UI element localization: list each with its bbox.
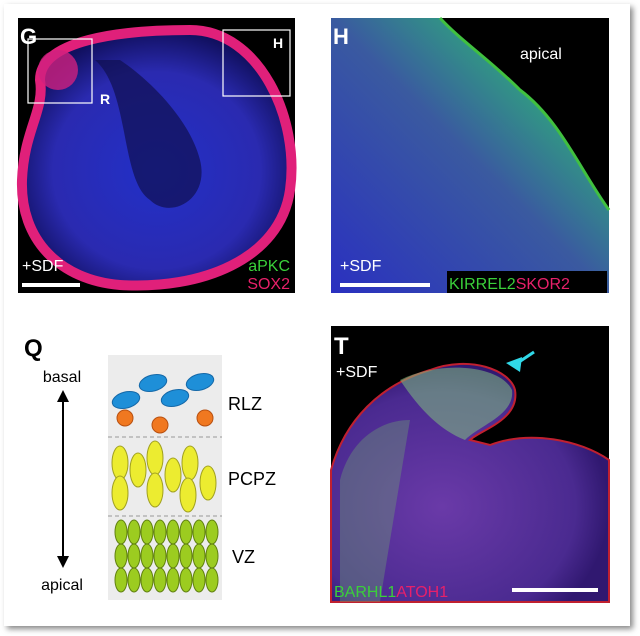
vz-cell — [166, 543, 180, 569]
stain-label: BARHL1ATOH1 — [334, 584, 448, 601]
condition-label: +SDF — [22, 258, 64, 275]
tissue — [330, 362, 610, 603]
vz-cell — [179, 567, 193, 593]
vz-cell — [127, 519, 141, 545]
rl-cells — [400, 367, 513, 440]
vz-cell — [114, 519, 128, 545]
tissue-rim — [38, 50, 78, 90]
stain-label: SKOR2 — [516, 276, 570, 293]
vz-cell — [127, 567, 141, 593]
stain-label: aPKC — [248, 258, 290, 275]
migrating-cells — [340, 420, 410, 602]
arrow-line — [518, 350, 535, 364]
panel-h: H apical +SDF KIRREL2SKOR2 — [331, 16, 611, 293]
vz-cell — [140, 519, 154, 545]
tissue-lumen — [95, 60, 202, 208]
vz-cell — [192, 567, 206, 593]
box-label: R — [100, 91, 110, 107]
apical-space — [440, 18, 609, 210]
panel-letter: Q — [24, 335, 43, 362]
label-backdrop — [447, 271, 607, 293]
zone-label: VZ — [232, 547, 255, 567]
stain-label: BARHL1 — [334, 584, 396, 601]
basal-cells — [111, 372, 215, 410]
vz-cell — [153, 543, 167, 569]
vz-cell — [140, 543, 154, 569]
vz-cell — [205, 519, 219, 545]
vz-cell — [153, 519, 167, 545]
vz-cell — [192, 519, 206, 545]
vz-cell — [114, 543, 128, 569]
panel-letter: T — [334, 333, 349, 360]
axis-label: apical — [41, 577, 83, 594]
stain-label: KIRREL2 — [449, 276, 516, 293]
inset-box — [27, 38, 93, 104]
condition-label: +SDF — [340, 258, 382, 275]
vz-cell — [127, 543, 141, 569]
vz-cell — [140, 567, 154, 593]
panel-letter: G — [20, 24, 37, 49]
inset-box — [222, 29, 291, 97]
vz-cell — [179, 519, 193, 545]
condition-label: +SDF — [336, 364, 378, 381]
panel-q: Q basal apical RLZ PCPZ VZ — [24, 335, 276, 600]
vz-cell — [153, 567, 167, 593]
vz-cell — [166, 519, 180, 545]
vz-cell — [205, 567, 219, 593]
stain-label: KIRREL2SKOR2 — [449, 276, 570, 293]
vz-cells — [114, 519, 219, 593]
apical-border — [438, 16, 611, 211]
panel-letter: H — [333, 24, 349, 49]
axis-label: basal — [43, 369, 81, 386]
vz-cell — [205, 543, 219, 569]
vz-cell — [114, 567, 128, 593]
progenitor-cells — [116, 409, 214, 434]
pcpz-cells — [111, 440, 217, 513]
vz-cell — [166, 567, 180, 593]
panel-g: G R H +SDF aPKC SOX2 — [16, 18, 297, 293]
vz-cell — [192, 543, 206, 569]
region-label: apical — [520, 46, 562, 63]
panel-t: T +SDF BARHL1ATOH1 — [330, 326, 610, 603]
box-label: H — [273, 35, 283, 51]
zone-label: RLZ — [228, 394, 262, 414]
zone-label: PCPZ — [228, 469, 276, 489]
vz-cell — [179, 543, 193, 569]
arrowhead — [506, 357, 522, 372]
stain-label: ATOH1 — [396, 584, 448, 601]
stain-label: SOX2 — [247, 276, 290, 293]
